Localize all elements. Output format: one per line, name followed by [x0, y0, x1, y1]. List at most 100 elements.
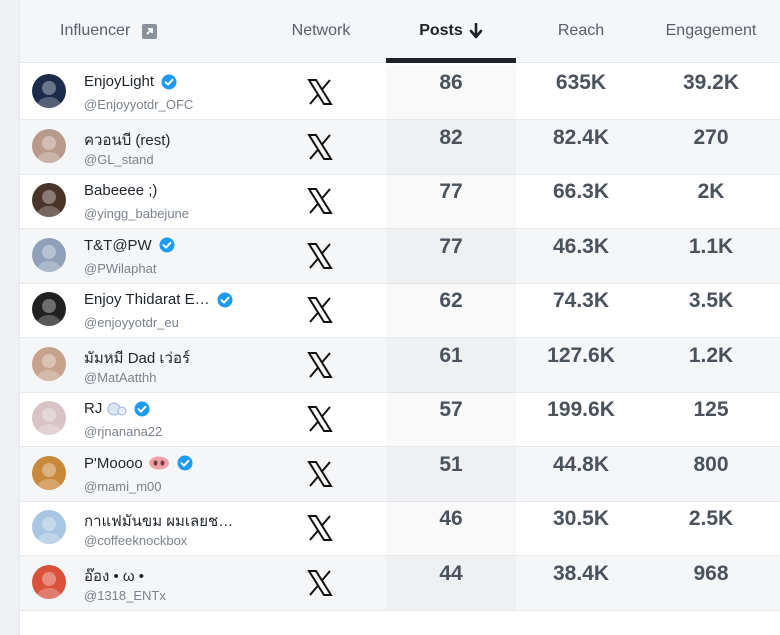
influencer-name-text: EnjoyLight: [84, 73, 155, 90]
influencer-handle[interactable]: @MatAatthh: [84, 369, 157, 385]
reach-value: 635K: [555, 71, 607, 94]
engagement-value: 125: [693, 398, 729, 421]
x-logo-icon[interactable]: [306, 187, 334, 215]
engagement-value: 1.2K: [688, 343, 734, 367]
avatar[interactable]: [32, 74, 66, 108]
influencer-table: Influencer Network Posts Reach Engagemen…: [20, 0, 780, 635]
x-logo-icon[interactable]: [306, 569, 334, 597]
column-label-reach: Reach: [557, 22, 605, 39]
x-logo-icon[interactable]: [306, 296, 334, 324]
x-logo-icon[interactable]: [306, 514, 334, 542]
engagement-value: 2.5K: [688, 507, 734, 530]
influencer-handle[interactable]: @enjoyyotdr_eu: [84, 315, 179, 330]
avatar[interactable]: [32, 455, 66, 490]
avatar[interactable]: [32, 401, 66, 435]
table-row[interactable]: มัมหมี Dad เว่อร์ @MatAatthh 61 127.6K 1…: [20, 337, 780, 393]
engagement-value: 3.5K: [688, 289, 734, 312]
column-label-network: Network: [291, 22, 351, 39]
influencer-name[interactable]: อ๊อง • ω •: [84, 564, 144, 588]
influencer-handle[interactable]: @1318_ENTx: [84, 587, 166, 603]
x-logo-icon[interactable]: [306, 133, 334, 161]
bubbles-icon: [107, 401, 127, 417]
influencer-name[interactable]: EnjoyLight: [84, 73, 177, 90]
influencer-handle[interactable]: @coffeeknockbox: [84, 533, 188, 548]
x-logo-icon[interactable]: [306, 351, 334, 379]
influencer-name[interactable]: มัมหมี Dad เว่อร์: [84, 346, 190, 370]
avatar[interactable]: [32, 346, 66, 381]
posts-value: 62: [439, 289, 463, 312]
influencer-handle[interactable]: @yingg_babejune: [84, 206, 190, 221]
influencer-name-text: P'Moooo: [84, 454, 143, 472]
posts-value: 61: [439, 343, 463, 367]
column-label-influencer: Influencer: [60, 22, 131, 39]
influencer-name-text: มัมหมี Dad เว่อร์: [84, 349, 191, 367]
influencer-name-text: อ๊อง • ω •: [84, 567, 145, 585]
posts-value: 86: [439, 71, 463, 94]
avatar[interactable]: [32, 564, 66, 599]
avatar[interactable]: [32, 510, 66, 544]
table-header: Influencer Network Posts Reach Engagemen…: [20, 0, 780, 63]
engagement-value: 1.1K: [688, 234, 734, 258]
influencer-handle[interactable]: @Enjoyyotdr_OFC: [84, 97, 194, 112]
influencer-name[interactable]: ควอนบี (rest): [84, 128, 170, 152]
reach-value: 66.3K: [552, 180, 610, 203]
reach-value: 82.4K: [552, 125, 610, 149]
influencer-name-text: Enjoy Thidarat E…: [84, 291, 210, 308]
x-logo-icon[interactable]: [306, 460, 334, 488]
engagement-value: 39.2K: [682, 71, 740, 94]
influencer-name[interactable]: Enjoy Thidarat E…: [84, 291, 233, 308]
influencer-handle[interactable]: @mami_m00: [84, 478, 162, 494]
table-row[interactable]: T&T@PW @PWilaphat 77 46.3K 1.1K: [20, 228, 780, 284]
x-logo-icon[interactable]: [306, 405, 334, 433]
column-header-reach[interactable]: Reach: [516, 0, 646, 62]
posts-value: 77: [439, 234, 463, 258]
avatar[interactable]: [32, 237, 66, 272]
posts-value: 44: [439, 561, 463, 585]
verified-badge-icon: [177, 455, 193, 471]
influencer-name[interactable]: กาแฟมันขม ผมเลยช…: [84, 509, 233, 533]
table-row[interactable]: ควอนบี (rest) @GL_stand 82 82.4K 270: [20, 119, 780, 175]
reach-value: 44.8K: [552, 452, 610, 476]
influencer-name-text: ควอนบี (rest): [84, 131, 171, 149]
x-logo-icon[interactable]: [306, 78, 334, 106]
table-row[interactable]: P'Moooo @mami_m00 51 44.8K 800: [20, 446, 780, 502]
reach-value: 46.3K: [552, 234, 610, 258]
engagement-value: 800: [693, 452, 729, 476]
column-header-engagement[interactable]: Engagement: [646, 0, 776, 62]
influencer-name-text: T&T@PW: [84, 236, 152, 254]
avatar[interactable]: [32, 183, 66, 217]
external-link-icon[interactable]: [142, 23, 158, 39]
active-sort-indicator: [386, 58, 516, 63]
column-header-influencer[interactable]: Influencer: [60, 0, 210, 62]
influencer-handle[interactable]: @rjnanana22: [84, 424, 163, 439]
table-row[interactable]: EnjoyLight @Enjoyyotdr_OFC 86 635K 39.2K: [20, 65, 780, 120]
column-header-network[interactable]: Network: [256, 0, 386, 62]
x-logo-icon[interactable]: [306, 242, 334, 270]
influencer-name-text: RJ: [84, 400, 103, 417]
avatar[interactable]: [32, 128, 66, 163]
column-header-posts[interactable]: Posts: [386, 0, 516, 62]
table-row[interactable]: กาแฟมันขม ผมเลยช… @coffeeknockbox 46 30.…: [20, 501, 780, 556]
verified-badge-icon: [134, 401, 150, 417]
influencer-name[interactable]: T&T@PW: [84, 237, 175, 254]
posts-value: 46: [439, 507, 463, 530]
reach-value: 74.3K: [552, 289, 610, 312]
table-row[interactable]: Babeeee ;) @yingg_babejune 77 66.3K 2K: [20, 174, 780, 229]
reach-value: 127.6K: [547, 343, 615, 367]
table-row[interactable]: Enjoy Thidarat E… @enjoyyotdr_eu 62 74.3…: [20, 283, 780, 338]
posts-value: 82: [439, 125, 463, 149]
table-row[interactable]: RJ @rjnanana22 57 199.6K 125: [20, 392, 780, 447]
avatar[interactable]: [32, 292, 66, 326]
verified-badge-icon: [161, 74, 177, 90]
influencer-name[interactable]: P'Moooo: [84, 455, 193, 472]
reach-value: 199.6K: [547, 398, 615, 421]
posts-value: 51: [439, 452, 463, 476]
engagement-value: 968: [693, 561, 729, 585]
influencer-handle[interactable]: @PWilaphat: [84, 260, 157, 276]
influencer-name[interactable]: Babeeee ;): [84, 182, 157, 199]
pig-nose-icon: [148, 456, 170, 470]
table-row[interactable]: อ๊อง • ω • @1318_ENTx 44 38.4K 968: [20, 555, 780, 611]
influencer-name[interactable]: RJ: [84, 400, 150, 417]
verified-badge-icon: [217, 292, 233, 308]
influencer-handle[interactable]: @GL_stand: [84, 151, 154, 167]
